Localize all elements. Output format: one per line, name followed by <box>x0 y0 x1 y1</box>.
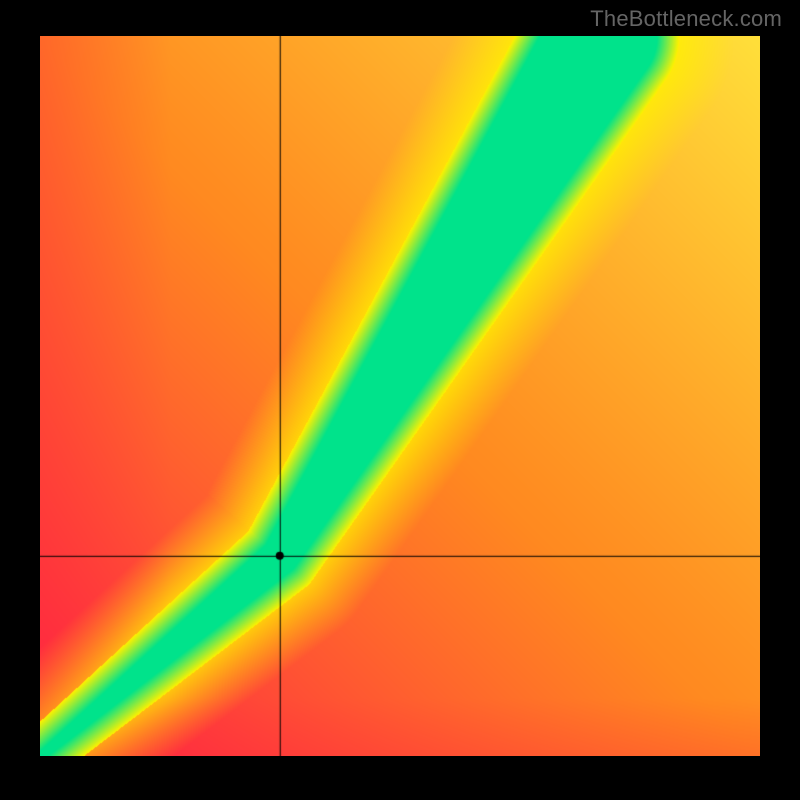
watermark-text: TheBottleneck.com <box>590 6 782 32</box>
plot-area <box>40 36 760 756</box>
heatmap-canvas <box>40 36 760 756</box>
figure-container: TheBottleneck.com <box>0 0 800 800</box>
